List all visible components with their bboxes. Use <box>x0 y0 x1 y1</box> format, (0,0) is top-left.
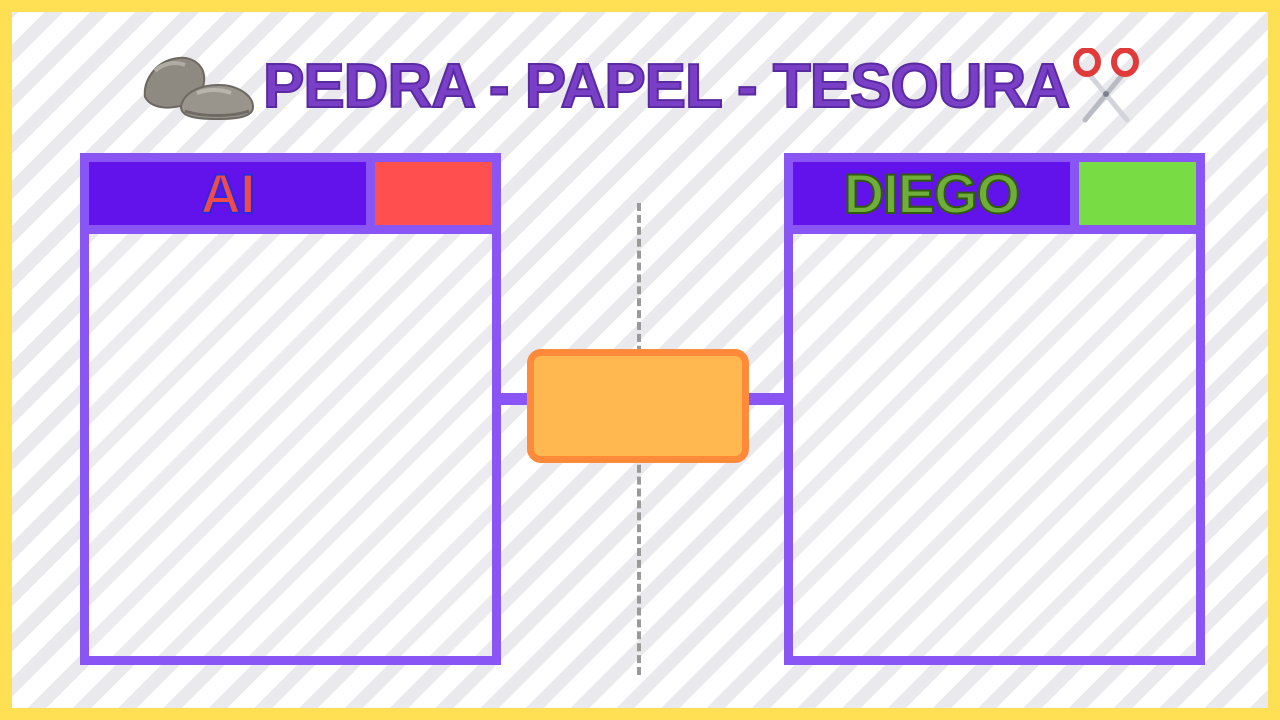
player-indicator-diego <box>1079 162 1196 225</box>
player-header-diego: DIEGO <box>793 161 1196 234</box>
player-name-box: AI <box>89 161 366 226</box>
result-box[interactable] <box>527 349 749 463</box>
rock-icon <box>141 51 257 121</box>
player-name-diego: DIEGO <box>843 161 1021 226</box>
connector-left <box>501 393 531 405</box>
title-text: PEDRA - PAPEL - TESOURA <box>262 51 1071 122</box>
player-header-ai: AI <box>89 161 492 234</box>
player-panel-ai: AI <box>80 153 501 665</box>
player-indicator-ai <box>375 162 492 225</box>
player-choice-area-diego[interactable] <box>793 234 1196 656</box>
player-name-box: DIEGO <box>793 161 1070 226</box>
player-choice-area-ai[interactable] <box>89 234 492 656</box>
player-name-ai: AI <box>200 161 257 226</box>
game-title: PEDRA - PAPEL - TESOURA <box>0 47 1280 124</box>
scissors-icon <box>1073 47 1140 124</box>
player-panel-diego: DIEGO <box>784 153 1205 665</box>
connector-right <box>747 393 784 405</box>
